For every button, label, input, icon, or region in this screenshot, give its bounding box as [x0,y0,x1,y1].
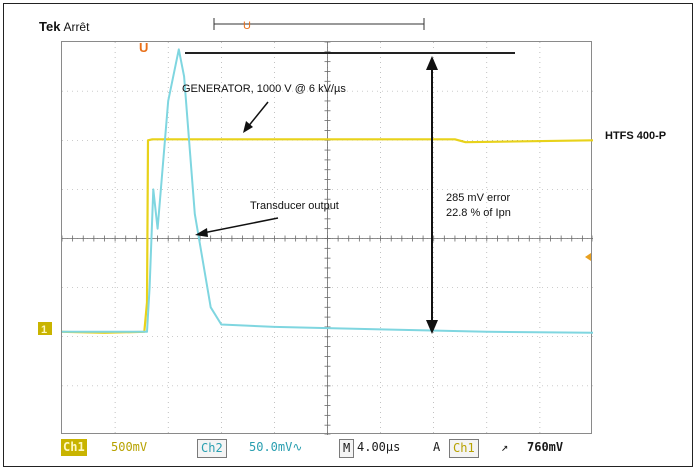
error-arrow-top [426,56,438,70]
trigger-level: 760mV [527,440,564,454]
timebase-value: 4.00µs [357,440,401,454]
transducer-annotation: Transducer output [250,200,339,212]
trigger-tag: A [433,440,441,454]
scope-header: Tek Arrêt [39,19,89,34]
trigger-level-marker [585,253,591,261]
ch1-scale: 500mV [111,440,148,454]
ch1-ground-marker [38,322,52,335]
trigger-position-bracket [213,18,425,30]
trigger-source: Ch1 [449,439,479,458]
ch1-tag: Ch1 [61,439,87,456]
error-annotation-line2: 22.8 % of Ipn [446,207,511,219]
figure-frame [3,3,693,467]
generator-annotation: GENERATOR, 1000 V @ 6 kV/µs [182,83,346,95]
ch2-trace [62,48,593,334]
oscilloscope-screen [61,41,593,435]
device-label: HTFS 400-P [605,130,667,142]
ch2-scale: 50.0mV∿ [249,440,303,454]
error-annotation-line1: 285 mV error [446,192,511,204]
traces [62,48,593,334]
acquisition-state: Arrêt [63,20,90,34]
ch1-ground-marker-label: 1 [41,324,47,336]
timebase-tag: M [339,439,355,458]
generator-pointer-head [243,121,253,133]
trigger-point-marker: U [139,40,148,55]
ch2-tag: Ch2 [197,439,227,458]
trigger-position-marker: U [243,20,251,32]
error-arrow-bottom [426,320,438,334]
transducer-pointer-head [195,228,208,237]
transducer-pointer [202,217,279,234]
brand-label: Tek [39,19,61,34]
generator-pointer [246,101,269,129]
trigger-slope: ↗ [501,440,509,454]
waveform-plot [62,42,593,435]
